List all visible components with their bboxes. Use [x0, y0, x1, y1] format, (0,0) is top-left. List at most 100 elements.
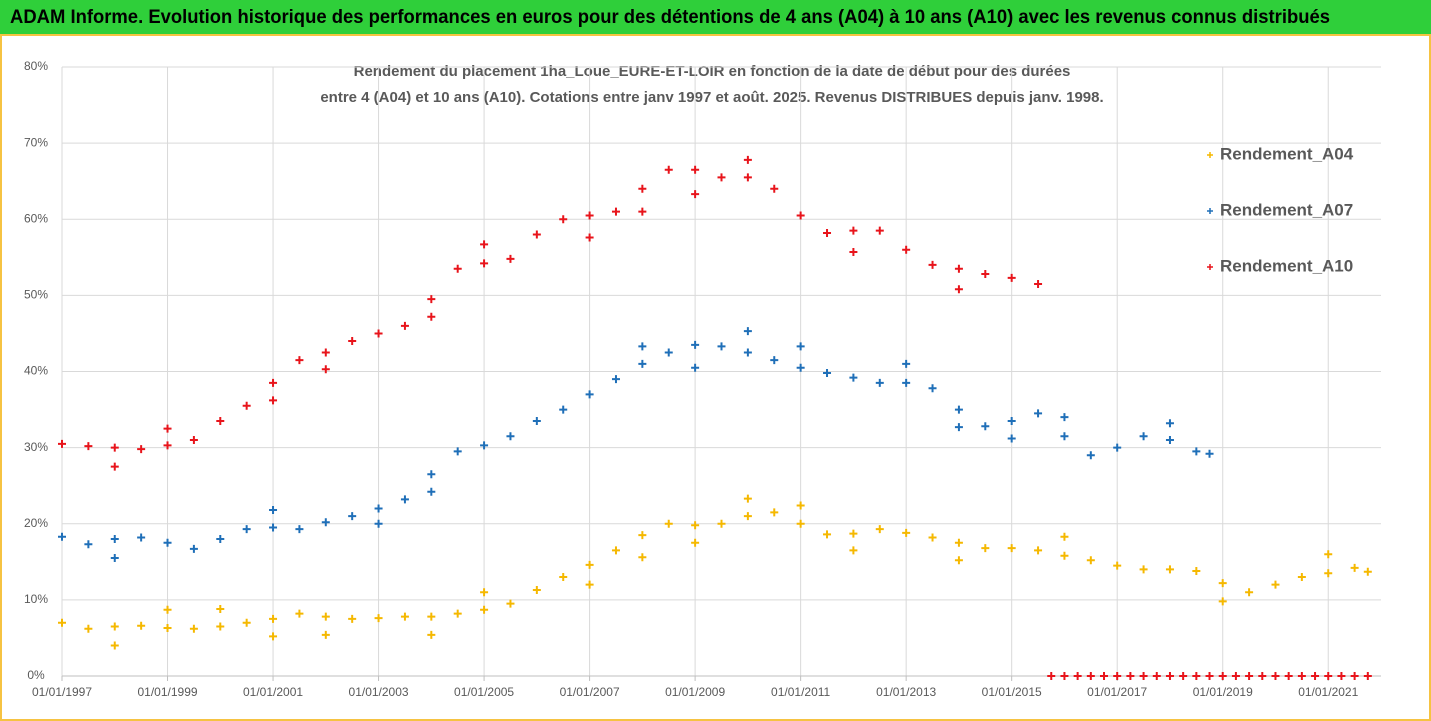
point: [1245, 672, 1254, 680]
point: [269, 378, 278, 387]
header-bar: [0, 0, 1431, 34]
point: [58, 618, 66, 627]
point: [1218, 672, 1227, 680]
point: [1192, 566, 1201, 575]
point: [743, 155, 752, 164]
point: [1060, 551, 1069, 560]
point: [400, 612, 409, 621]
point: [849, 247, 858, 256]
point: [110, 534, 119, 543]
point: [823, 369, 832, 378]
point: [295, 525, 304, 534]
point: [638, 531, 647, 540]
point: [954, 423, 963, 432]
point: [506, 599, 515, 608]
point: [374, 504, 383, 513]
point: [1297, 573, 1306, 582]
point: [1297, 672, 1306, 680]
point: [823, 228, 832, 237]
point: [638, 359, 647, 368]
x-tick-label: 01/01/2007: [560, 685, 620, 699]
point: [1231, 672, 1240, 680]
point: [1113, 561, 1122, 570]
point: [110, 554, 119, 563]
point: [1060, 532, 1069, 541]
point: [691, 363, 700, 372]
point: [585, 560, 594, 569]
point: [954, 264, 963, 273]
point: [1139, 432, 1148, 441]
point: [743, 173, 752, 182]
point: [1363, 672, 1372, 680]
point: [84, 442, 93, 451]
y-tick-label: 20%: [24, 516, 48, 530]
point: [717, 173, 726, 182]
point: [1271, 672, 1280, 680]
point: [902, 528, 911, 537]
point: [611, 375, 620, 384]
point: [348, 337, 357, 346]
point: [189, 544, 198, 553]
point: [585, 211, 594, 220]
x-tick-label: 01/01/1997: [32, 685, 92, 699]
y-tick-label: 40%: [24, 364, 48, 378]
point: [796, 342, 805, 351]
point: [321, 365, 330, 374]
point: [1139, 672, 1148, 680]
point: [875, 378, 884, 387]
series: [58, 494, 1372, 650]
point: [743, 512, 752, 521]
point: [902, 245, 911, 254]
point: [954, 285, 963, 294]
point: [374, 519, 383, 528]
point: [321, 612, 330, 621]
point: [84, 624, 93, 633]
point: [1007, 416, 1016, 425]
point: [348, 512, 357, 521]
point: [1245, 588, 1254, 597]
point: [453, 609, 462, 618]
point: [638, 342, 647, 351]
point: [1165, 419, 1174, 428]
point: [638, 207, 647, 216]
point: [427, 312, 436, 321]
chart-title: Rendement du placement 1ha_Loue_EURE-ET-…: [354, 63, 1071, 80]
point: [1284, 672, 1293, 680]
point: [110, 462, 119, 471]
point: [743, 494, 752, 503]
point: [348, 614, 357, 623]
point: [480, 605, 489, 614]
point: [796, 519, 805, 528]
point: [796, 363, 805, 372]
point: [1086, 451, 1095, 460]
point: [1324, 550, 1333, 559]
point: [216, 622, 225, 631]
point: [84, 540, 93, 549]
point: [269, 614, 278, 623]
point: [1007, 273, 1016, 282]
point: [796, 501, 805, 510]
point: [1034, 279, 1043, 288]
point: [559, 573, 568, 582]
point: [532, 585, 541, 594]
point: [1007, 434, 1016, 443]
point: [1324, 672, 1333, 680]
point: [242, 401, 251, 410]
point: [480, 240, 489, 249]
point: [928, 260, 937, 269]
legend-marker: [1207, 152, 1213, 158]
x-tick-label: 01/01/2021: [1298, 685, 1358, 699]
chart-title: entre 4 (A04) et 10 ans (A10). Cotations…: [320, 89, 1103, 106]
point: [559, 215, 568, 224]
point: [691, 165, 700, 174]
point: [163, 538, 172, 547]
x-tick-label: 01/01/2003: [349, 685, 409, 699]
point: [875, 525, 884, 534]
point: [849, 373, 858, 382]
point: [954, 556, 963, 565]
point: [1258, 672, 1267, 680]
point: [269, 632, 278, 641]
point: [1073, 672, 1082, 680]
point: [664, 348, 673, 357]
